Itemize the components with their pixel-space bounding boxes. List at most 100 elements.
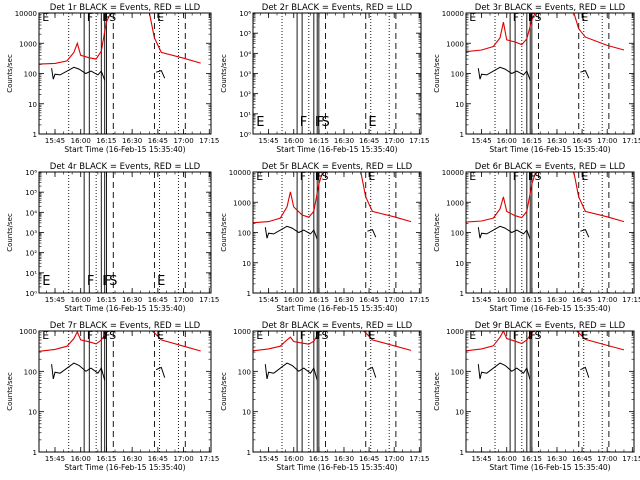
y-tick-label: 10000 bbox=[442, 169, 464, 177]
events-rate-line bbox=[367, 228, 377, 238]
x-tick-label: 17:00 bbox=[597, 455, 617, 463]
event-letter: F bbox=[300, 115, 307, 130]
y-tick-label: 10² bbox=[25, 250, 37, 258]
y-tick-label: 10000 bbox=[229, 169, 251, 177]
y-tick-label: 100 bbox=[451, 71, 464, 79]
event-markers bbox=[253, 331, 412, 452]
event-letter: F bbox=[87, 274, 94, 289]
lld-rate-line bbox=[39, 13, 201, 65]
y-tick-label: 10 bbox=[242, 260, 251, 268]
axes-frame bbox=[465, 330, 635, 453]
y-axis-label: Counts/sec bbox=[6, 213, 14, 252]
y-tick-label: 10⁵ bbox=[25, 189, 37, 197]
x-tick-label: 15:45 bbox=[259, 455, 279, 463]
event-letter: I bbox=[102, 11, 105, 24]
events-rate-line bbox=[367, 366, 377, 378]
y-tick-label: 100 bbox=[24, 368, 37, 376]
event-letter: F bbox=[300, 170, 306, 183]
events-rate-line bbox=[155, 366, 166, 378]
event-letter: F bbox=[300, 329, 306, 342]
events-rate-line bbox=[51, 362, 106, 381]
x-tick-label: 17:15 bbox=[622, 137, 640, 145]
event-letter: F bbox=[104, 11, 110, 24]
panel-title: Det 8r BLACK = Events, RED = LLD bbox=[262, 321, 413, 331]
panel-title: Det 4r BLACK = Events, RED = LLD bbox=[50, 162, 201, 172]
y-tick-label: 1000 bbox=[446, 40, 464, 48]
panel-det-2: Det 2r BLACK = Events, RED = LLD E F IFS E 10… bbox=[220, 3, 429, 154]
x-tick-label: 16:45 bbox=[572, 137, 592, 145]
x-tick-label: 16:15 bbox=[96, 296, 116, 304]
event-letter: E bbox=[469, 11, 476, 24]
x-tick-label: 16:15 bbox=[522, 455, 542, 463]
x-tick-label: 16:30 bbox=[547, 137, 567, 145]
event-letter: E bbox=[42, 329, 49, 342]
x-tick-label: 15:45 bbox=[259, 296, 279, 304]
event-letter: I bbox=[102, 329, 105, 342]
x-tick-label: 16:00 bbox=[71, 137, 91, 145]
y-tick-label: 10⁰ bbox=[25, 290, 37, 298]
event-letter: E bbox=[469, 329, 476, 342]
x-tick-label: 16:00 bbox=[497, 137, 517, 145]
event-letter: E bbox=[581, 170, 588, 183]
y-tick-label: 1 bbox=[33, 449, 37, 457]
event-letter: S bbox=[109, 329, 116, 342]
y-tick-label: 1000 bbox=[233, 199, 251, 207]
event-letter: I bbox=[528, 170, 531, 183]
y-tick-label: 100 bbox=[238, 230, 251, 238]
y-tick-label: 1000 bbox=[19, 40, 37, 48]
event-letter: F bbox=[87, 11, 93, 24]
y-tick-label: 10000 bbox=[15, 10, 37, 18]
y-tick-label: 1000 bbox=[233, 328, 251, 336]
x-tick-label: 17:00 bbox=[384, 455, 404, 463]
event-letter: F bbox=[530, 170, 536, 183]
y-axis-label: Counts/sec bbox=[433, 372, 441, 411]
y-tick-label: 1 bbox=[247, 449, 251, 457]
x-axis-label: Start Time (16-Feb-15 15:35:40) bbox=[64, 304, 185, 313]
y-tick-label: 10⁶ bbox=[239, 10, 251, 18]
x-tick-label: 16:30 bbox=[547, 296, 567, 304]
y-tick-label: 100 bbox=[24, 71, 37, 79]
event-letter: F bbox=[530, 329, 536, 342]
event-letter: S bbox=[322, 115, 330, 130]
event-letter: E bbox=[157, 274, 165, 289]
y-tick-label: 10³ bbox=[239, 71, 251, 79]
x-tick-label: 16:30 bbox=[334, 455, 354, 463]
x-tick-label: 16:45 bbox=[148, 455, 168, 463]
x-tick-label: 16:00 bbox=[71, 455, 91, 463]
x-tick-label: 17:15 bbox=[622, 296, 640, 304]
x-tick-label: 16:45 bbox=[572, 296, 592, 304]
x-tick-label: 17:15 bbox=[409, 137, 429, 145]
event-letter: F bbox=[104, 329, 110, 342]
y-tick-label: 1000 bbox=[19, 328, 37, 336]
y-tick-label: 10⁴ bbox=[239, 50, 251, 58]
events-rate-line bbox=[580, 228, 590, 238]
event-letter: E bbox=[469, 170, 476, 183]
event-markers bbox=[39, 331, 201, 452]
x-tick-label: 17:15 bbox=[199, 296, 219, 304]
lld-rate-line bbox=[466, 13, 625, 53]
event-markers bbox=[466, 13, 625, 134]
y-tick-label: 10¹ bbox=[239, 111, 251, 119]
event-letter: E bbox=[157, 11, 164, 24]
event-markers bbox=[466, 331, 625, 452]
lld-rate-line bbox=[253, 172, 412, 224]
x-tick-label: 17:15 bbox=[199, 455, 219, 463]
x-axis-label: Start Time (16-Feb-15 15:35:40) bbox=[489, 463, 610, 472]
y-axis-label: Counts/sec bbox=[433, 213, 441, 252]
y-axis-label: Counts/sec bbox=[6, 54, 14, 93]
events-rate-line bbox=[264, 225, 318, 240]
y-tick-label: 1 bbox=[460, 290, 464, 298]
events-rate-line bbox=[477, 225, 531, 240]
axes-frame bbox=[38, 330, 212, 453]
event-letter: E bbox=[42, 11, 49, 24]
x-tick-label: 16:15 bbox=[522, 296, 542, 304]
event-letter: I bbox=[528, 329, 531, 342]
event-letter: I bbox=[315, 170, 318, 183]
x-axis-label: Start Time (16-Feb-15 15:35:40) bbox=[276, 463, 397, 472]
y-tick-label: 10 bbox=[455, 101, 464, 109]
